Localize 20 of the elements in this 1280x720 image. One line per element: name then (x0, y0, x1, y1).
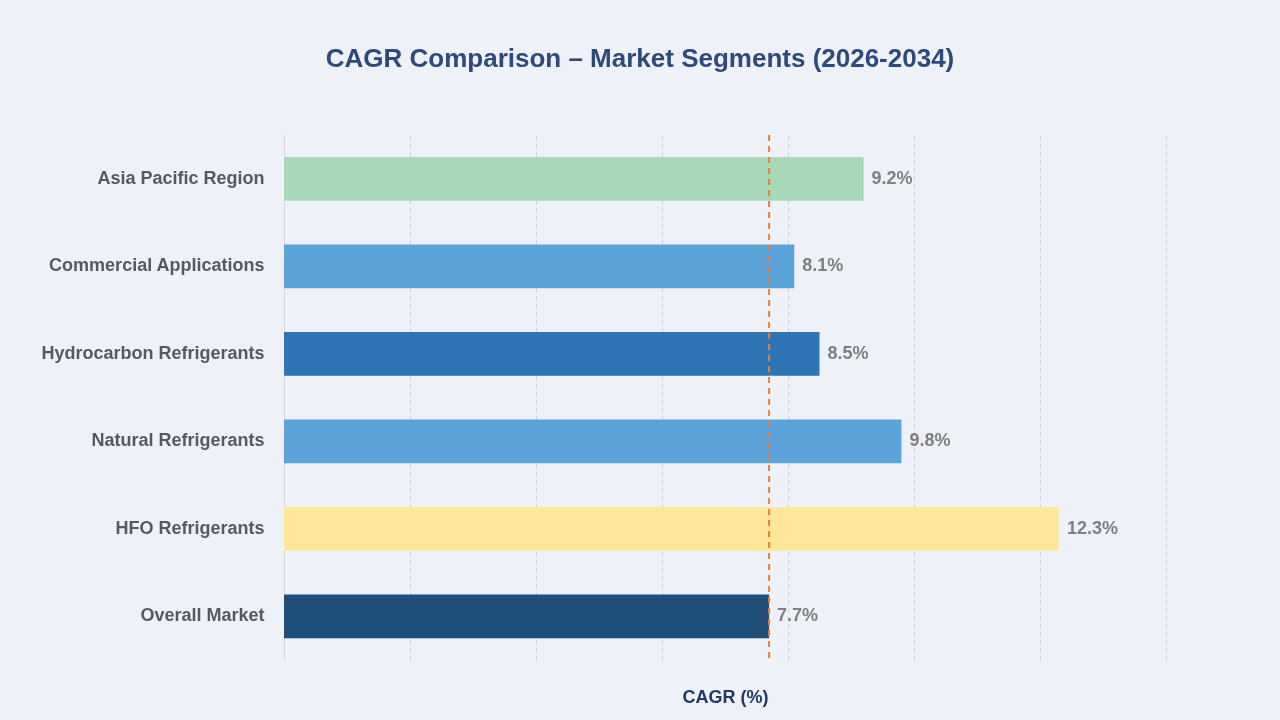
data-label: 7.7% (777, 605, 819, 626)
x-axis-title: CAGR (%) (682, 686, 769, 707)
y-tick-label: HFO Refrigerants (115, 517, 265, 538)
bar (284, 331, 820, 376)
bar (284, 156, 864, 201)
bar (284, 594, 770, 639)
data-label: 12.3% (1066, 517, 1118, 538)
bar (284, 506, 1059, 551)
y-tick-label: Commercial Applications (49, 255, 265, 276)
y-tick-label: Natural Refrigerants (91, 430, 265, 451)
chart-title: CAGR Comparison – Market Segments (2026-2034) (325, 43, 955, 73)
data-label: 8.1% (802, 255, 844, 276)
y-tick-label: Overall Market (140, 605, 265, 626)
data-label: 9.2% (871, 167, 913, 188)
y-tick-label: Hydrocarbon Refrigerants (41, 342, 265, 363)
y-tick-label: Asia Pacific Region (97, 167, 265, 188)
bar (284, 419, 902, 464)
bar (284, 244, 795, 289)
data-label: 9.8% (909, 430, 951, 451)
data-label: 8.5% (827, 342, 869, 363)
